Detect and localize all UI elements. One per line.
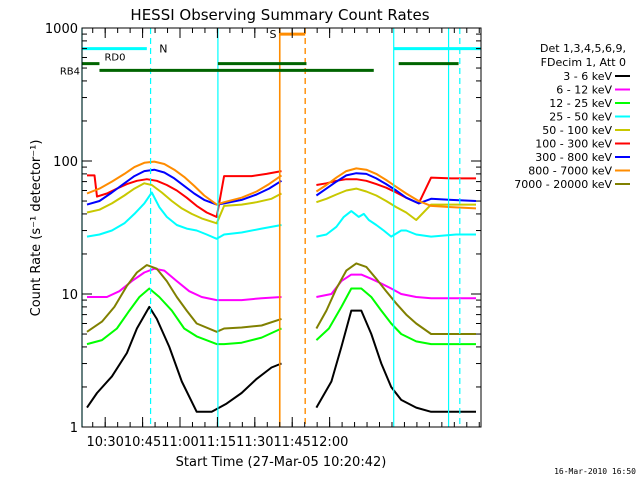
legend-label-5: 100 - 300 keV [535,138,612,151]
chart-title: HESSI Observing Summary Count Rates [130,6,429,24]
rb4-label: RB4 [60,66,80,77]
s-label: S [270,28,277,41]
axis-layer: 1 10 100 1000 10:30 10:45 11:00 11:15 11:30 11:45… [45,22,481,450]
y-tick-label-1: 10 [61,288,78,303]
y-tick-label-2: 100 [53,155,78,170]
legend-label-0: 3 - 6 keV [563,70,612,83]
y-axis-label: Count Rate (s⁻¹ detector⁻¹) [29,140,44,317]
x-tick-label-5: 11:45 [273,435,310,450]
x-tick-label-2: 11:00 [161,435,198,450]
legend-label-3: 25 - 50 keV [549,111,612,124]
y-tick-label-3: 1000 [45,22,78,37]
x-tick-label-6: 12:00 [311,435,348,450]
series-line-8-segment-1 [315,262,476,335]
timestamp: 16-Mar-2010 16:50 [554,467,636,476]
series-line-7-segment-1 [315,167,477,210]
series-line-8-segment-0 [86,264,282,333]
plot-frame [81,27,482,428]
rd0-label: RD0 [104,53,125,64]
series-line-6-segment-0 [86,168,283,206]
legend-header-line-1: Det 1,3,4,5,6,9, [540,42,626,55]
series-line-4-segment-1 [316,187,476,221]
series-line-5-segment-0 [87,170,282,218]
legend-label-4: 50 - 100 keV [542,124,612,137]
legend-label-2: 12 - 25 keV [549,97,612,110]
series-line-4-segment-0 [86,182,282,225]
legend-label-6: 300 - 800 keV [535,151,612,164]
series-line-3-segment-0 [86,191,282,240]
legend-label-8: 7000 - 20000 keV [514,178,612,191]
n-label: N [159,43,167,56]
y-tick-label-0: 1 [70,421,78,436]
series-line-7-segment-0 [86,160,283,206]
series-line-1-segment-0 [87,267,282,302]
series-line-6-segment-1 [315,172,477,205]
legend-header-line-2: FDecim 1, Att 0 [541,56,626,69]
series-line-3-segment-1 [316,210,476,238]
x-axis-label: Start Time (27-Mar-05 10:20:42) [176,455,387,470]
series-line-0-segment-1 [315,309,476,413]
legend-label-7: 800 - 7000 keV [528,165,612,178]
x-tick-label-4: 11:30 [236,435,273,450]
series-line-2-segment-0 [86,287,282,346]
legend-label-1: 6 - 12 keV [556,84,612,97]
series-line-0-segment-0 [86,305,282,413]
series-layer [86,160,477,413]
x-tick-label-0: 10:30 [86,435,123,450]
x-tick-label-1: 10:45 [124,435,161,450]
series-line-2-segment-1 [315,287,476,346]
x-tick-label-3: 11:15 [199,435,236,450]
